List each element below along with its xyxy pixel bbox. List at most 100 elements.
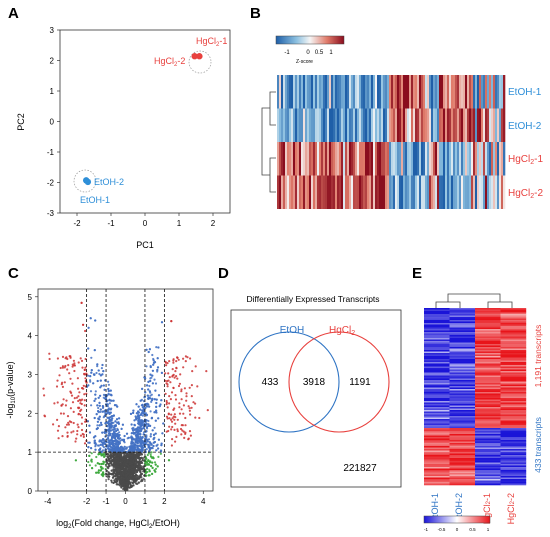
panel-a-y-tick-label: -1 bbox=[47, 148, 55, 157]
heatmap-cell bbox=[289, 75, 292, 109]
heatmap-cell bbox=[369, 108, 372, 142]
heatmap-cell bbox=[403, 75, 406, 109]
volcano-point bbox=[154, 463, 157, 466]
volcano-point bbox=[68, 420, 71, 423]
volcano-point bbox=[102, 384, 105, 387]
heatmap-cell bbox=[331, 75, 334, 109]
heatmap-cell bbox=[305, 108, 308, 142]
heatmap-cell bbox=[475, 371, 501, 373]
heatmap-cell bbox=[287, 175, 290, 209]
heatmap-cell bbox=[500, 476, 527, 478]
heatmap-cell bbox=[500, 335, 527, 337]
heatmap-cell bbox=[331, 175, 334, 209]
volcano-point bbox=[97, 453, 100, 456]
heatmap-cell bbox=[475, 330, 501, 333]
volcano-point bbox=[66, 415, 70, 418]
volcano-point bbox=[140, 453, 143, 456]
heatmap-cell bbox=[295, 75, 298, 109]
volcano-point bbox=[138, 423, 141, 426]
volcano-point bbox=[120, 477, 123, 480]
volcano-point bbox=[126, 481, 129, 484]
volcano-point bbox=[77, 399, 80, 403]
heatmap-cell bbox=[449, 360, 476, 363]
volcano-point bbox=[98, 424, 101, 427]
volcano-point bbox=[100, 367, 103, 370]
heatmap-cell bbox=[479, 108, 482, 142]
heatmap-cell bbox=[357, 108, 360, 142]
volcano-point bbox=[132, 484, 135, 487]
volcano-point bbox=[75, 396, 78, 399]
heatmap-cell bbox=[449, 431, 476, 433]
heatmap-cell bbox=[500, 380, 527, 382]
volcano-point bbox=[106, 452, 109, 456]
volcano-point bbox=[183, 387, 186, 390]
volcano-point bbox=[145, 443, 148, 446]
heatmap-cell bbox=[325, 175, 328, 209]
heatmap-cell bbox=[424, 411, 450, 414]
volcano-point bbox=[148, 390, 151, 393]
volcano-point bbox=[110, 456, 113, 459]
heatmap-cell bbox=[449, 408, 476, 411]
heatmap-cell bbox=[475, 470, 501, 472]
heatmap-cell bbox=[405, 175, 408, 209]
heatmap-cell bbox=[475, 473, 501, 475]
heatmap-cell bbox=[341, 108, 344, 142]
heatmap-cell bbox=[475, 444, 501, 447]
volcano-point bbox=[84, 329, 87, 333]
heatmap-cell bbox=[339, 175, 342, 209]
heatmap-cell bbox=[401, 75, 404, 109]
volcano-point bbox=[134, 475, 137, 478]
heatmap-cell bbox=[449, 419, 476, 421]
heatmap-cell bbox=[424, 326, 450, 328]
heatmap-cell bbox=[449, 311, 476, 313]
volcano-point bbox=[156, 368, 159, 372]
heatmap-cell bbox=[355, 142, 358, 176]
heatmap-cell bbox=[499, 175, 502, 209]
heatmap-cell bbox=[500, 458, 527, 460]
volcano-point bbox=[154, 382, 158, 385]
volcano-point bbox=[75, 437, 78, 440]
heatmap-cell bbox=[463, 75, 466, 109]
heatmap-cell bbox=[325, 75, 328, 109]
heatmap-cell bbox=[303, 75, 306, 109]
heatmap-cell bbox=[311, 142, 314, 176]
volcano-point bbox=[128, 481, 131, 484]
heatmap-cell bbox=[423, 75, 426, 109]
heatmap-cell bbox=[424, 477, 450, 480]
volcano-point bbox=[98, 448, 101, 452]
volcano-point bbox=[169, 398, 172, 401]
heatmap-cell bbox=[475, 344, 501, 346]
panel-e-legend-tick-label: -1 bbox=[424, 527, 428, 532]
heatmap-cell bbox=[283, 108, 286, 142]
volcano-point bbox=[104, 422, 107, 425]
heatmap-cell bbox=[303, 108, 306, 142]
heatmap-cell bbox=[453, 142, 456, 176]
volcano-point bbox=[165, 382, 168, 385]
heatmap-cell bbox=[349, 108, 352, 142]
heatmap-cell bbox=[335, 108, 338, 142]
volcano-point bbox=[145, 422, 148, 425]
volcano-point bbox=[108, 458, 111, 461]
heatmap-cell bbox=[339, 142, 342, 176]
heatmap-cell bbox=[283, 175, 286, 209]
heatmap-cell bbox=[500, 461, 527, 463]
volcano-point bbox=[63, 366, 66, 369]
col-label-etoh-2: EtOH-2 bbox=[454, 493, 464, 523]
heatmap-cell bbox=[475, 357, 501, 360]
heatmap-cell bbox=[307, 108, 310, 142]
panel-d-frame bbox=[230, 309, 402, 488]
volcano-point bbox=[151, 461, 154, 464]
heatmap-cell bbox=[449, 411, 476, 414]
volcano-point bbox=[90, 356, 93, 359]
volcano-point bbox=[139, 399, 142, 402]
heatmap-cell bbox=[449, 326, 476, 328]
volcano-point bbox=[119, 484, 122, 487]
heatmap-cell bbox=[347, 108, 350, 142]
volcano-point bbox=[139, 408, 142, 411]
heatmap-cell bbox=[424, 437, 450, 439]
heatmap-cell bbox=[424, 452, 450, 454]
heatmap-cell bbox=[449, 341, 476, 343]
volcano-point bbox=[108, 441, 111, 444]
heatmap-cell bbox=[401, 142, 404, 176]
volcano-point bbox=[84, 357, 87, 361]
